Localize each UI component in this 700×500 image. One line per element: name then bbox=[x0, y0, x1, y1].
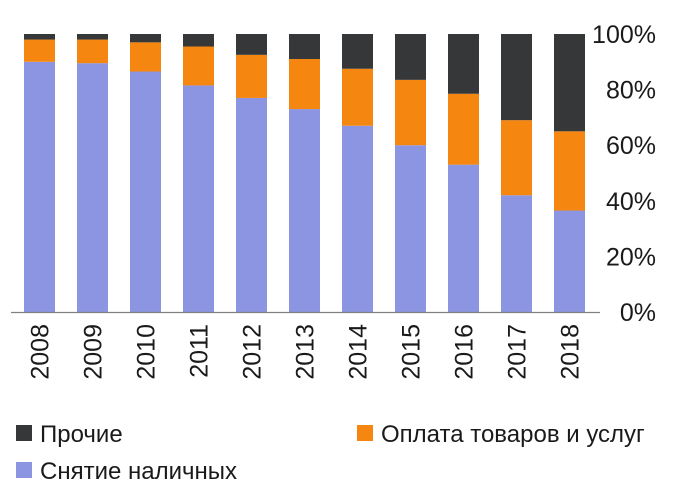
x-tick-label: 2014 bbox=[345, 324, 373, 380]
legend-label: Прочие bbox=[40, 421, 123, 448]
bar-segment-2017-series-1 bbox=[501, 120, 532, 196]
bar-segment-2018-series-2 bbox=[554, 34, 585, 132]
bar-segment-2014-series-1 bbox=[342, 68, 373, 126]
x-tick-label: 2016 bbox=[451, 324, 479, 380]
bar-segment-2011-series-1 bbox=[183, 46, 214, 86]
bar-segment-2016-series-1 bbox=[448, 93, 479, 165]
x-tick-label: 2012 bbox=[239, 324, 267, 380]
bar-segment-2018-series-1 bbox=[554, 131, 585, 211]
bar-segment-2017-series-2 bbox=[501, 34, 532, 121]
x-tick-label: 2013 bbox=[292, 324, 320, 380]
bar-segment-2015-series-2 bbox=[395, 34, 426, 80]
y-tick-label: 100% bbox=[592, 21, 656, 49]
x-tick-label: 2018 bbox=[557, 324, 585, 380]
x-tick-label: 2010 bbox=[133, 324, 161, 380]
legend: Прочие Оплата товаров и услуг Снятие налич… bbox=[16, 421, 645, 485]
bar-segment-2014-series-2 bbox=[342, 34, 373, 69]
legend-swatch bbox=[357, 425, 373, 441]
bar-segment-2010-series-2 bbox=[130, 34, 161, 43]
y-axis-ticks: 0% 20% 40% 60% 80% 100% bbox=[592, 21, 656, 327]
bar-segment-2008-series-0 bbox=[24, 61, 55, 312]
bar-segment-2016-series-0 bbox=[448, 164, 479, 312]
bar-segment-2014-series-0 bbox=[342, 125, 373, 313]
x-tick-label: 2008 bbox=[27, 324, 55, 380]
bar-segment-2011-series-0 bbox=[183, 85, 214, 313]
x-tick-label: 2009 bbox=[80, 324, 108, 380]
bar-segment-2013-series-0 bbox=[289, 109, 320, 312]
bar-segment-2015-series-0 bbox=[395, 145, 426, 312]
bar-segment-2018-series-0 bbox=[554, 210, 585, 312]
bar-segment-2009-series-2 bbox=[77, 34, 108, 40]
legend-item-series-1: Оплата товаров и услуг bbox=[357, 421, 645, 448]
bar-segment-2016-series-2 bbox=[448, 34, 479, 94]
bar-segment-2010-series-1 bbox=[130, 42, 161, 72]
legend-item-series-2: Прочие bbox=[16, 421, 123, 448]
y-tick-label: 20% bbox=[606, 243, 656, 271]
bar-segment-2009-series-1 bbox=[77, 39, 108, 64]
bar-segment-2017-series-0 bbox=[501, 195, 532, 312]
bar-segment-2010-series-0 bbox=[130, 71, 161, 312]
y-tick-label: 0% bbox=[620, 299, 656, 327]
bar-segment-2012-series-2 bbox=[236, 34, 267, 55]
legend-item-series-0: Снятие наличных bbox=[16, 458, 237, 485]
bar-segment-2009-series-0 bbox=[77, 63, 108, 312]
bar-segment-2013-series-1 bbox=[289, 59, 320, 110]
y-tick-label: 80% bbox=[606, 77, 656, 105]
legend-swatch bbox=[16, 462, 32, 478]
bar-segment-2008-series-2 bbox=[24, 34, 55, 40]
x-axis-ticks: 2008 2009 2010 2011 2012 2013 2014 2015 2016 2017… bbox=[27, 324, 585, 380]
bar-segment-2015-series-1 bbox=[395, 79, 426, 146]
x-tick-label: 2015 bbox=[398, 324, 426, 380]
legend-swatch bbox=[16, 425, 32, 441]
y-tick-label: 60% bbox=[606, 132, 656, 160]
bar-segment-2012-series-1 bbox=[236, 54, 267, 98]
bars-layer bbox=[24, 34, 585, 313]
bar-segment-2008-series-1 bbox=[24, 39, 55, 62]
x-tick-label: 2011 bbox=[186, 324, 214, 378]
bar-segment-2013-series-2 bbox=[289, 34, 320, 60]
legend-label: Снятие наличных bbox=[40, 458, 237, 485]
x-tick-label: 2017 bbox=[504, 324, 532, 380]
legend-label: Оплата товаров и услуг bbox=[381, 421, 645, 448]
y-tick-label: 40% bbox=[606, 188, 656, 216]
bar-segment-2011-series-2 bbox=[183, 34, 214, 47]
bar-segment-2012-series-0 bbox=[236, 97, 267, 312]
